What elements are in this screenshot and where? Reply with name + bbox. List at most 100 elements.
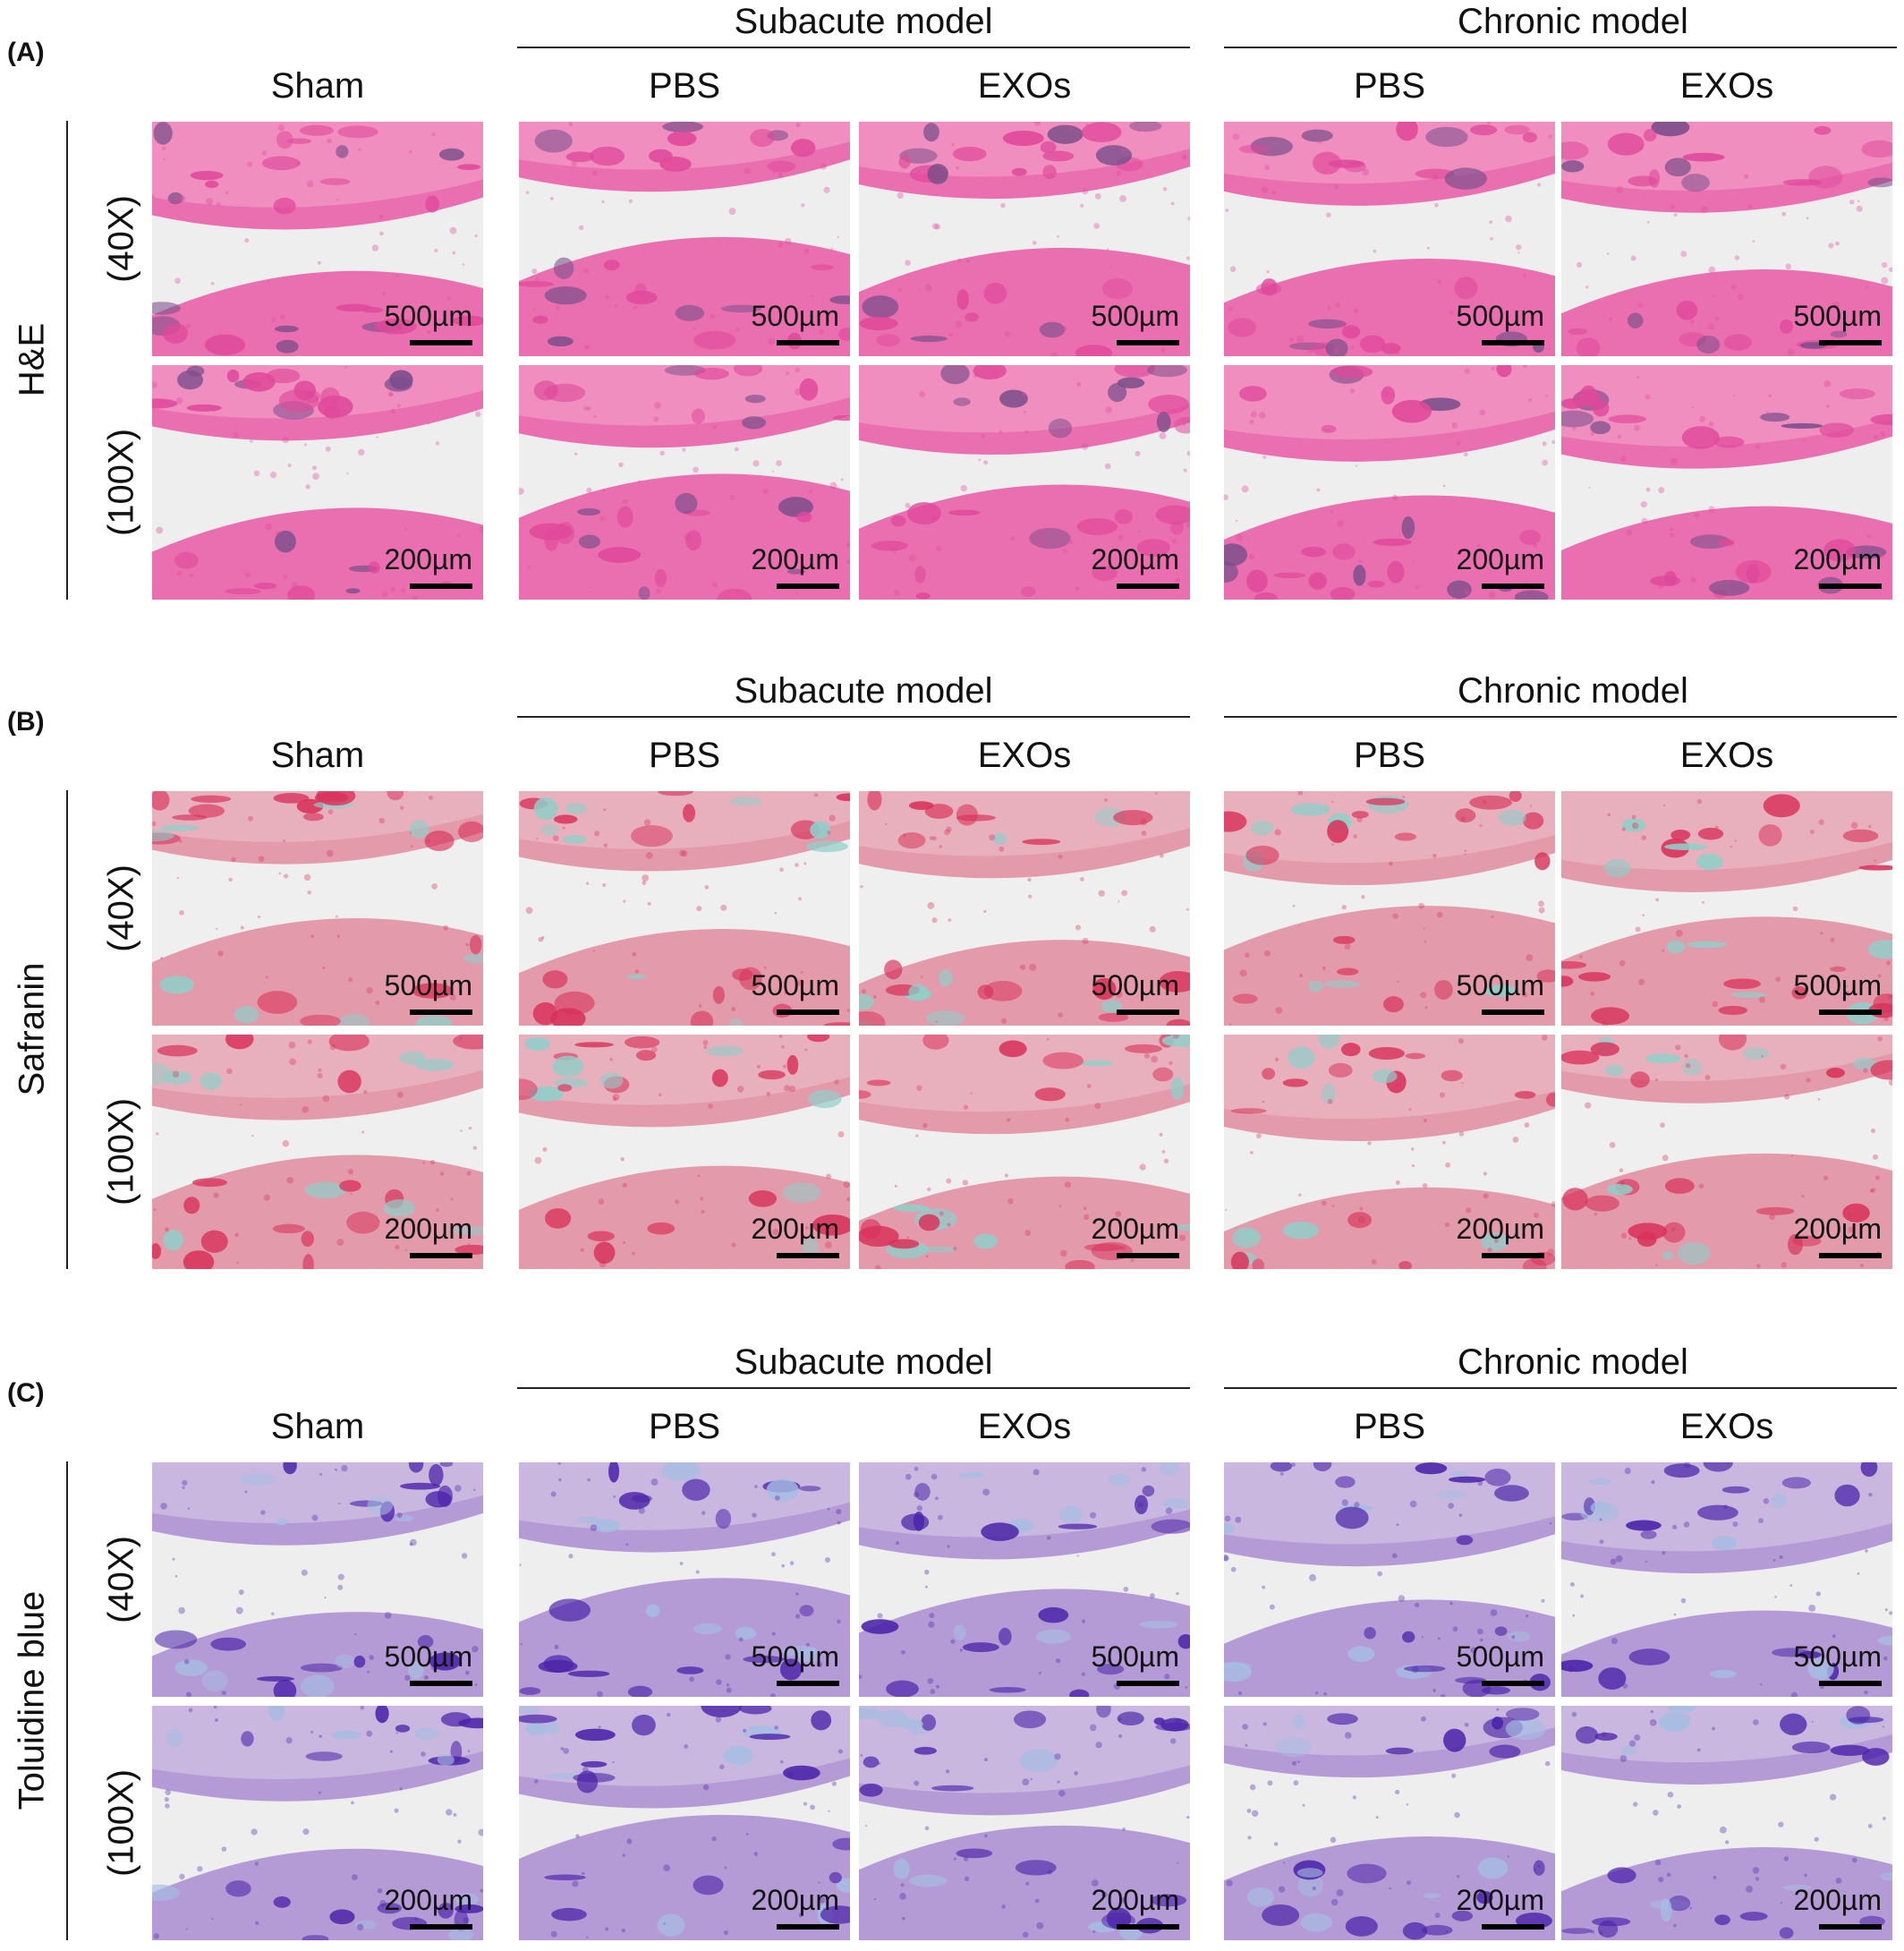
scale-bar-label: 200µm <box>384 1884 472 1916</box>
histology-tile: 200µm <box>519 1035 850 1269</box>
histology-image <box>1224 1706 1555 1940</box>
histology-image <box>152 122 483 356</box>
scale-bar <box>1819 584 1882 589</box>
histology-image <box>152 1035 483 1269</box>
histology-tile: 500µm <box>1561 1462 1892 1697</box>
stain-label: Toluidine blue <box>12 1590 52 1810</box>
scale-bar-label: 500µm <box>1456 300 1544 332</box>
histology-tile: 500µm <box>152 1462 483 1697</box>
scale-bar <box>1117 1924 1179 1930</box>
histology-image <box>859 1462 1190 1697</box>
histology-image <box>1224 1462 1555 1697</box>
histology-tile: 200µm <box>859 1706 1190 1940</box>
scale-bar-label: 500µm <box>751 1640 839 1673</box>
scale-bar <box>1117 1010 1179 1015</box>
row-bracket <box>66 790 68 1269</box>
magnification-label: (40X) <box>101 1536 141 1623</box>
histology-image <box>519 791 850 1026</box>
scale-bar-label: 500µm <box>1456 969 1544 1001</box>
column-header: PBS <box>648 1407 721 1446</box>
scale-bar-label: 500µm <box>384 300 472 332</box>
histology-image <box>519 122 850 356</box>
scale-bar-label: 200µm <box>1456 1884 1544 1916</box>
histology-image <box>519 1462 850 1697</box>
histology-image <box>859 791 1190 1026</box>
histology-image <box>1561 791 1892 1026</box>
histology-image <box>1561 1462 1892 1697</box>
histology-image <box>859 365 1190 600</box>
column-header: PBS <box>648 736 721 775</box>
column-header: PBS <box>648 66 721 106</box>
histology-tile: 500µm <box>859 122 1190 356</box>
column-header: EXOs <box>1679 1407 1774 1446</box>
histology-image <box>859 1035 1190 1269</box>
histology-image <box>1224 365 1555 600</box>
scale-bar-label: 200µm <box>1793 1213 1882 1245</box>
scale-bar-label: 200µm <box>751 1213 839 1245</box>
group-divider-chronic <box>1224 47 1897 48</box>
scale-bar <box>777 1681 839 1686</box>
histology-image <box>1224 122 1555 356</box>
histology-tile: 200µm <box>152 1706 483 1940</box>
magnification-label: (40X) <box>101 195 141 283</box>
scale-bar-label: 200µm <box>1456 543 1544 575</box>
scale-bar-label: 200µm <box>1793 1884 1882 1916</box>
group-title-chronic: Chronic model <box>1458 2 1688 41</box>
histology-tile: 200µm <box>152 1035 483 1269</box>
histology-tile: 200µm <box>1561 1706 1892 1940</box>
scale-bar <box>1819 1253 1882 1258</box>
histology-tile: 500µm <box>1224 1462 1555 1697</box>
scale-bar-label: 500µm <box>1091 300 1179 332</box>
histology-tile: 200µm <box>1224 365 1555 600</box>
histology-tile: 500µm <box>152 791 483 1026</box>
scale-bar-label: 200µm <box>384 1213 472 1245</box>
histology-tile: 500µm <box>519 1462 850 1697</box>
magnification-label: (100X) <box>101 428 141 537</box>
scale-bar-label: 200µm <box>1091 1884 1179 1916</box>
scale-bar <box>1482 584 1544 589</box>
row-bracket <box>66 1461 68 1940</box>
scale-bar-label: 200µm <box>384 543 472 575</box>
scale-bar <box>1117 1681 1179 1686</box>
histology-tile: 200µm <box>152 365 483 600</box>
scale-bar-label: 500µm <box>384 1640 472 1673</box>
histology-image <box>1561 1706 1892 1940</box>
scale-bar-label: 500µm <box>751 969 839 1001</box>
histology-tile: 500µm <box>152 122 483 356</box>
histology-image <box>1224 1035 1555 1269</box>
histology-tile: 200µm <box>519 365 850 600</box>
scale-bar <box>777 1253 839 1258</box>
scale-bar <box>410 1010 472 1015</box>
scale-bar <box>1819 1681 1882 1686</box>
group-divider-chronic <box>1224 1387 1897 1389</box>
scale-bar-label: 500µm <box>1793 300 1882 332</box>
column-header: Sham <box>270 66 365 106</box>
histology-tile: 200µm <box>519 1706 850 1940</box>
column-header: Sham <box>270 736 365 775</box>
scale-bar <box>1819 340 1882 345</box>
column-header: EXOs <box>977 736 1072 775</box>
histology-image <box>519 1035 850 1269</box>
histology-tile: 500µm <box>519 791 850 1026</box>
scale-bar <box>1117 340 1179 345</box>
scale-bar <box>1117 584 1179 589</box>
group-divider-subacute <box>517 1387 1190 1389</box>
scale-bar <box>410 340 472 345</box>
histology-image <box>152 1706 483 1940</box>
scale-bar <box>410 584 472 589</box>
scale-bar-label: 500µm <box>1091 969 1179 1001</box>
column-header: PBS <box>1353 736 1426 775</box>
histology-tile: 500µm <box>1561 791 1892 1026</box>
row-bracket <box>66 121 68 600</box>
scale-bar <box>1482 1010 1544 1015</box>
column-header: EXOs <box>977 1407 1072 1446</box>
scale-bar-label: 500µm <box>751 300 839 332</box>
column-header: EXOs <box>1679 66 1774 106</box>
scale-bar <box>777 1924 839 1930</box>
group-divider-subacute <box>517 47 1190 48</box>
stain-label: Safranin <box>12 962 52 1096</box>
histology-image <box>859 122 1190 356</box>
scale-bar-label: 200µm <box>1456 1213 1544 1245</box>
histology-tile: 200µm <box>1561 365 1892 600</box>
scale-bar-label: 500µm <box>1793 969 1882 1001</box>
